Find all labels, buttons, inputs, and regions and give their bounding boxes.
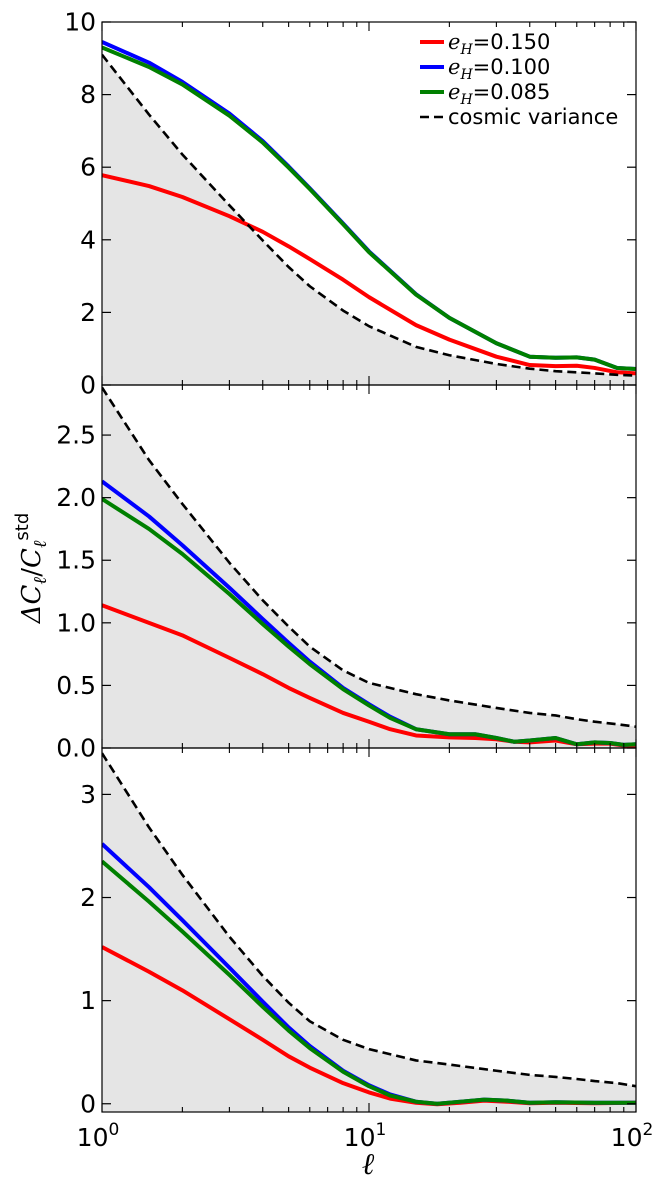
y-tick-label: 6 (80, 153, 96, 182)
series-line-e-h-0-085 (102, 497, 636, 747)
y-tick-label: 8 (80, 80, 96, 109)
cosmic-variance-shading (102, 54, 636, 385)
series-line-e-h-0-085 (102, 45, 636, 372)
y-tick-label: 2 (80, 883, 96, 912)
panel-3: 0 1 2 3 (80, 747, 637, 1118)
x-tick-label: 101 (344, 1120, 387, 1152)
x-tick-label: 102 (611, 1120, 654, 1152)
y-axis-title: ΔCℓ /Cℓstd (12, 513, 51, 625)
y-tick-label: 2.0 (56, 483, 96, 512)
series-line-cosmic-variance (102, 53, 636, 377)
x-axis: 100 101 102 (77, 1120, 654, 1152)
legend-label: eH=0.150 (448, 30, 550, 58)
plot-area (102, 386, 636, 748)
legend-label: eH=0.100 (448, 55, 550, 83)
x-axis-title: ℓ (362, 1147, 375, 1182)
series-line-cosmic-variance (102, 752, 636, 1088)
y-tick-label: 0.5 (56, 671, 96, 700)
panels-layer: 0 2 4 6 8 10 0.0 0.5 1.0 1.5 2.0 2.5 0 1 2 3 (56, 8, 637, 1118)
y-tick-label: 10 (64, 8, 96, 37)
series-line-e-h-0-085 (102, 859, 636, 1106)
panel-2: 0.0 0.5 1.0 1.5 2.0 2.5 (56, 384, 637, 763)
y-tick-label: 2.5 (56, 421, 96, 450)
y-tick-label: 0.0 (56, 734, 96, 763)
y-tick-label: 0 (80, 1089, 96, 1118)
y-tick-label: 1.5 (56, 546, 96, 575)
legend-label: eH=0.085 (448, 80, 550, 108)
y-tick-label: 2 (80, 298, 96, 327)
cosmic-variance-shading (102, 387, 636, 748)
plot-area (102, 40, 636, 385)
series-line-e-h-0-150 (102, 173, 636, 376)
y-tick-label: 1 (80, 986, 96, 1015)
series-line-cosmic-variance (102, 386, 636, 729)
y-tick-label: 4 (80, 225, 96, 254)
legend-label: cosmic variance (448, 105, 618, 129)
y-tick-label: 0 (80, 371, 96, 400)
y-tick-label: 3 (80, 780, 96, 809)
plot-area (102, 752, 636, 1112)
x-tick-label: 100 (77, 1120, 120, 1152)
y-tick-label: 1.0 (56, 608, 96, 637)
